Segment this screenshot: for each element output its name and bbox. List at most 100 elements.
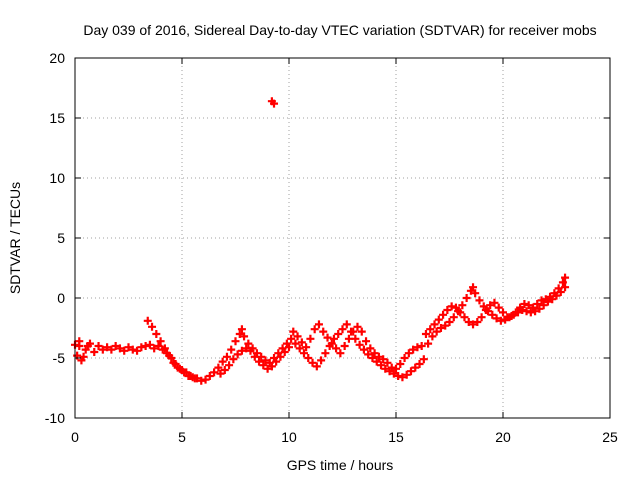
data-point (389, 369, 398, 378)
data-point (417, 342, 426, 350)
x-ticks: 0 5 10 15 20 25 (71, 58, 618, 445)
data-point (237, 325, 246, 334)
data-point (400, 354, 409, 362)
data-point (280, 348, 289, 356)
data-point (323, 333, 332, 342)
data-point (319, 327, 328, 336)
y-tick-label: 20 (49, 50, 65, 66)
data-point (374, 352, 383, 361)
chart-title: Day 039 of 2016, Sidereal Day-to-day VTE… (83, 22, 596, 38)
data-point (475, 296, 484, 305)
data-point (541, 295, 550, 304)
data-point (263, 364, 272, 373)
data-point (411, 363, 420, 372)
data-point (111, 342, 120, 350)
y-ticks: -10 -5 0 5 10 15 20 (45, 50, 610, 426)
data-point (214, 363, 223, 372)
data-point (436, 324, 445, 332)
data-point (344, 334, 353, 343)
data-point (394, 372, 403, 380)
x-tick-label: 25 (602, 429, 618, 445)
data-point (359, 345, 368, 354)
series-track-b (71, 273, 570, 383)
data-point (451, 303, 460, 312)
data-point (332, 344, 341, 353)
data-point (368, 354, 377, 362)
data-point (537, 296, 546, 305)
data-point (160, 344, 169, 353)
data-point (276, 352, 285, 361)
data-point (546, 292, 555, 301)
data-point (526, 308, 535, 317)
data-point (291, 339, 300, 348)
data-point (349, 327, 358, 336)
data-point (357, 327, 366, 336)
x-tick-label: 20 (495, 429, 511, 445)
data-point (494, 303, 503, 312)
data-point (406, 367, 415, 376)
data-point (469, 320, 478, 329)
data-point (289, 327, 298, 336)
data-point (148, 322, 157, 331)
data-point (229, 355, 238, 364)
data-point (447, 302, 456, 311)
y-tick-label: -5 (53, 350, 66, 366)
data-point (511, 308, 520, 317)
data-point (419, 355, 428, 364)
data-point (415, 360, 424, 368)
data-point (197, 376, 206, 385)
data-point (488, 310, 497, 319)
data-point (310, 325, 319, 334)
data-point (426, 325, 435, 334)
data-point (503, 313, 512, 322)
data-point (396, 360, 405, 368)
data-point (218, 357, 227, 366)
data-point (499, 308, 507, 317)
data-point (550, 289, 559, 298)
data-point (250, 352, 259, 361)
data-point (295, 344, 304, 353)
data-point (458, 301, 467, 310)
data-point (430, 320, 439, 329)
data-point (115, 344, 124, 353)
data-point (98, 345, 107, 354)
data-point (439, 310, 448, 319)
data-point (434, 315, 443, 324)
x-tick-label: 0 (71, 429, 79, 445)
data-point (496, 316, 505, 325)
data-point (424, 339, 433, 348)
x-axis-label: GPS time / hours (287, 457, 394, 473)
data-point (287, 334, 296, 343)
data-point (244, 339, 253, 348)
data-point (528, 303, 537, 312)
data-point (492, 314, 501, 323)
data-point (246, 346, 255, 355)
data-point (137, 343, 146, 352)
data-point (90, 348, 99, 356)
data-point (539, 301, 548, 310)
x-tick-label: 10 (281, 429, 297, 445)
data-point (366, 344, 375, 353)
data-point (255, 357, 264, 366)
data-point (364, 350, 373, 359)
data-point (336, 349, 345, 358)
data-point (377, 361, 386, 370)
data-point (314, 320, 323, 329)
data-point (317, 356, 326, 365)
series-outlier (267, 97, 279, 108)
data-point (334, 330, 343, 338)
data-point (460, 313, 469, 322)
data-point (462, 294, 471, 302)
data-point (227, 345, 236, 354)
data-point (169, 358, 178, 367)
x-tick-label: 5 (178, 429, 186, 445)
series-track-a (73, 283, 570, 385)
data-point (409, 345, 418, 354)
data-point (329, 334, 338, 343)
data-point (128, 345, 137, 354)
data-point (205, 372, 214, 380)
data-point (381, 364, 390, 373)
data-point (237, 346, 246, 355)
data-point (533, 300, 542, 308)
